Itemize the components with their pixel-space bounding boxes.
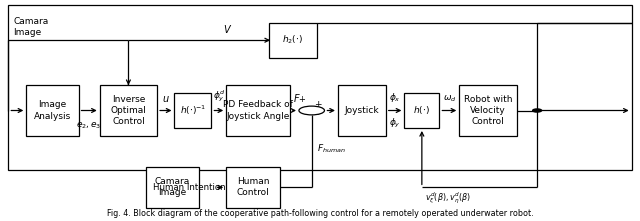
Text: +: + bbox=[314, 108, 322, 117]
Bar bbox=[226, 85, 290, 136]
Text: $F$: $F$ bbox=[292, 92, 300, 104]
Text: Joystick: Joystick bbox=[344, 106, 379, 115]
Bar bbox=[226, 166, 280, 208]
Text: $\phi_y^d$: $\phi_y^d$ bbox=[213, 88, 226, 104]
Text: Fig. 4. Block diagram of the cooperative path-following control for a remotely o: Fig. 4. Block diagram of the cooperative… bbox=[107, 209, 533, 218]
Text: Inverse
Optimal
Control: Inverse Optimal Control bbox=[111, 95, 147, 126]
Text: $\omega_d$: $\omega_d$ bbox=[442, 93, 456, 104]
Bar bbox=[100, 85, 157, 136]
Text: Camara
Image: Camara Image bbox=[155, 177, 190, 197]
Bar bbox=[26, 85, 79, 136]
Text: $\phi_y$: $\phi_y$ bbox=[389, 117, 401, 130]
Text: Human Intention: Human Intention bbox=[153, 183, 225, 192]
Text: $h(\cdot)$: $h(\cdot)$ bbox=[413, 105, 430, 116]
Bar bbox=[460, 85, 516, 136]
Bar bbox=[404, 93, 440, 128]
Bar bbox=[174, 93, 211, 128]
Text: $+$: $+$ bbox=[298, 94, 306, 104]
Text: Human
Control: Human Control bbox=[237, 177, 269, 197]
Text: +: + bbox=[314, 100, 322, 109]
Text: Robot with
Velocity
Control: Robot with Velocity Control bbox=[464, 95, 512, 126]
Circle shape bbox=[299, 106, 324, 115]
Bar bbox=[8, 5, 632, 170]
Text: PD Feedback of
Joystick Angle: PD Feedback of Joystick Angle bbox=[223, 101, 293, 120]
Text: $u$: $u$ bbox=[162, 94, 170, 104]
Text: $e_2, e_3$: $e_2, e_3$ bbox=[76, 120, 102, 131]
Text: $F_{human}$: $F_{human}$ bbox=[317, 143, 346, 155]
Text: $v_\xi^d(\beta), v_\eta^d(\beta)$: $v_\xi^d(\beta), v_\eta^d(\beta)$ bbox=[425, 191, 471, 206]
Text: $V$: $V$ bbox=[223, 23, 232, 35]
Circle shape bbox=[532, 109, 541, 112]
Text: $h(\cdot)^{-1}$: $h(\cdot)^{-1}$ bbox=[180, 104, 206, 117]
Text: Image
Analysis: Image Analysis bbox=[34, 101, 71, 120]
Bar bbox=[269, 23, 317, 58]
Text: Camara
Image: Camara Image bbox=[13, 17, 49, 37]
Text: $\phi_x$: $\phi_x$ bbox=[389, 91, 401, 104]
Bar bbox=[338, 85, 386, 136]
Bar bbox=[147, 166, 198, 208]
Text: $h_2(\cdot)$: $h_2(\cdot)$ bbox=[282, 34, 303, 46]
